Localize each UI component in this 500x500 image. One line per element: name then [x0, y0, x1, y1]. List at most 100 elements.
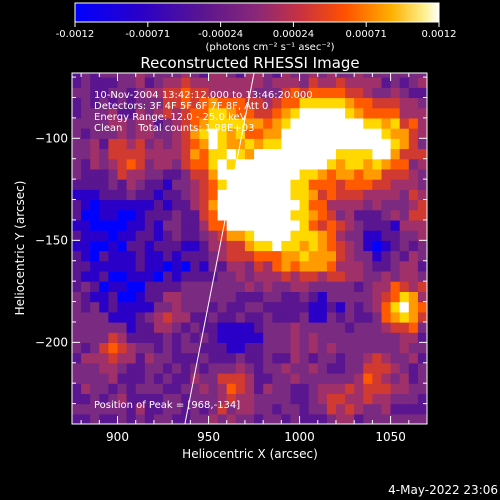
heatmap-cell	[190, 87, 200, 99]
heatmap-cell	[354, 362, 364, 374]
heatmap-cell	[345, 311, 355, 323]
heatmap-cell	[235, 117, 246, 129]
heatmap-cell	[144, 291, 155, 303]
heatmap-cell	[317, 158, 328, 170]
heatmap-cell	[144, 73, 155, 78]
heatmap-cell	[153, 393, 164, 405]
heatmap-cell	[217, 87, 228, 99]
heatmap-cell	[153, 383, 164, 394]
heatmap-cell	[308, 322, 319, 333]
heatmap-cell	[272, 291, 282, 303]
heatmap-cell	[363, 413, 373, 424]
heatmap-cell	[126, 342, 137, 354]
heatmap-cell	[299, 168, 310, 180]
heatmap-cell	[81, 148, 91, 160]
heatmap-cell	[144, 168, 155, 180]
heatmap-cell	[363, 352, 373, 364]
heatmap-cell	[244, 383, 255, 394]
heatmap-cell	[399, 199, 410, 211]
heatmap-cell	[72, 270, 82, 282]
heatmap-cell	[417, 209, 427, 221]
heatmap-cell	[108, 352, 119, 364]
heatmap-cell	[326, 322, 337, 333]
heatmap-cell	[81, 270, 91, 282]
heatmap-cell	[90, 73, 100, 78]
heatmap-cell	[144, 209, 155, 221]
heatmap-cell	[153, 158, 164, 170]
heatmap-cell	[308, 311, 319, 323]
heatmap-cell	[390, 168, 401, 180]
heatmap-cell	[135, 352, 146, 364]
heatmap-cell	[99, 281, 109, 292]
heatmap-cell	[390, 383, 401, 394]
heatmap-cell	[336, 373, 346, 384]
heatmap-cell	[326, 107, 337, 119]
heatmap-cell	[244, 199, 255, 211]
heatmap-cell	[81, 311, 91, 323]
heatmap-cell	[336, 362, 346, 374]
heatmap-cell	[108, 250, 119, 262]
heatmap-cell	[163, 403, 173, 415]
heatmap-cell	[290, 158, 301, 170]
heatmap-cell	[263, 77, 273, 88]
heatmap-cell	[172, 77, 182, 88]
heatmap-cell	[290, 403, 301, 415]
heatmap-cell	[135, 128, 146, 139]
heatmap-cell	[153, 168, 164, 180]
heatmap-cell	[235, 383, 246, 394]
heatmap-cell	[372, 373, 383, 384]
heatmap-cell	[336, 322, 346, 333]
heatmap-cell	[126, 77, 137, 88]
heatmap-cell	[190, 189, 200, 201]
heatmap-cell	[299, 189, 310, 201]
heatmap-cell	[181, 270, 191, 282]
heatmap-cell	[72, 291, 82, 303]
heatmap-cell	[244, 148, 255, 160]
heatmap-cell	[208, 270, 219, 282]
heatmap-cell	[81, 87, 91, 99]
heatmap-cell	[217, 117, 228, 129]
heatmap-cell	[336, 403, 346, 415]
heatmap-cell	[363, 311, 373, 323]
heatmap-cell	[244, 393, 255, 405]
heatmap-cell	[190, 138, 200, 150]
heatmap-cell	[226, 117, 237, 129]
heatmap-cell	[299, 362, 310, 374]
heatmap-cell	[135, 332, 146, 343]
heatmap-cell	[190, 128, 200, 139]
heatmap-cell	[326, 73, 337, 78]
colorbar-tick-label: -0.00071	[125, 29, 170, 40]
heatmap-cell	[263, 322, 273, 333]
heatmap-cell	[281, 230, 292, 241]
heatmap-cell	[217, 413, 228, 424]
heatmap-cell	[126, 373, 137, 384]
heatmap-cell	[272, 148, 282, 160]
heatmap-cell	[72, 413, 82, 424]
heatmap-cell	[290, 311, 301, 323]
heatmap-cell	[181, 240, 191, 252]
heatmap-cell	[381, 97, 392, 109]
heatmap-cell	[226, 179, 237, 190]
heatmap-cell	[108, 270, 119, 282]
heatmap-cell	[272, 138, 282, 150]
heatmap-cell	[317, 311, 328, 323]
heatmap-cell	[317, 230, 328, 241]
heatmap-cell	[317, 189, 328, 201]
heatmap-cell	[190, 260, 200, 272]
heatmap-cell	[172, 403, 182, 415]
heatmap-cell	[417, 342, 427, 354]
heatmap-cell	[336, 301, 346, 313]
heatmap-cell	[308, 230, 319, 241]
heatmap-cell	[317, 179, 328, 190]
heatmap-cell	[263, 73, 273, 78]
heatmap-cell	[244, 301, 255, 313]
heatmap-cell	[299, 291, 310, 303]
heatmap-cell	[117, 158, 128, 170]
heatmap-cell	[144, 373, 155, 384]
heatmap-cell	[72, 230, 82, 241]
heatmap-cell	[363, 250, 373, 262]
heatmap-cell	[172, 362, 182, 374]
heatmap-cell	[235, 209, 246, 221]
heatmap-cell	[317, 87, 328, 99]
heatmap-cell	[81, 128, 91, 139]
